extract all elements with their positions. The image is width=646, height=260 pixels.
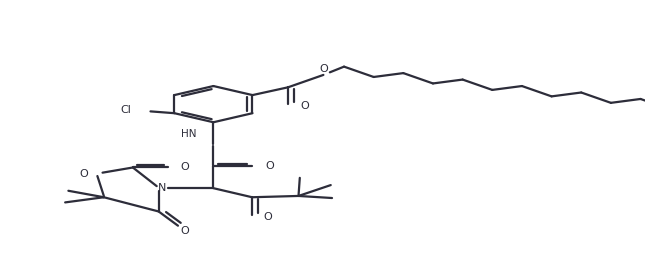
Text: O: O — [319, 64, 328, 74]
Text: Cl: Cl — [120, 105, 131, 115]
Text: O: O — [180, 162, 189, 172]
Text: O: O — [180, 226, 189, 236]
Text: HN: HN — [181, 129, 196, 139]
Text: O: O — [265, 161, 274, 171]
Text: O: O — [79, 169, 88, 179]
Text: O: O — [301, 101, 309, 111]
Text: N: N — [158, 183, 166, 193]
Text: O: O — [264, 212, 273, 222]
